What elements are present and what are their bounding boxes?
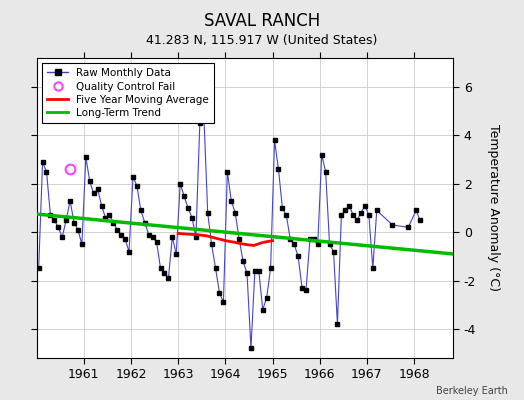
Y-axis label: Temperature Anomaly (°C): Temperature Anomaly (°C): [487, 124, 500, 292]
Text: 41.283 N, 115.917 W (United States): 41.283 N, 115.917 W (United States): [146, 34, 378, 47]
Text: SAVAL RANCH: SAVAL RANCH: [204, 12, 320, 30]
Text: Berkeley Earth: Berkeley Earth: [436, 386, 508, 396]
Legend: Raw Monthly Data, Quality Control Fail, Five Year Moving Average, Long-Term Tren: Raw Monthly Data, Quality Control Fail, …: [42, 63, 214, 123]
